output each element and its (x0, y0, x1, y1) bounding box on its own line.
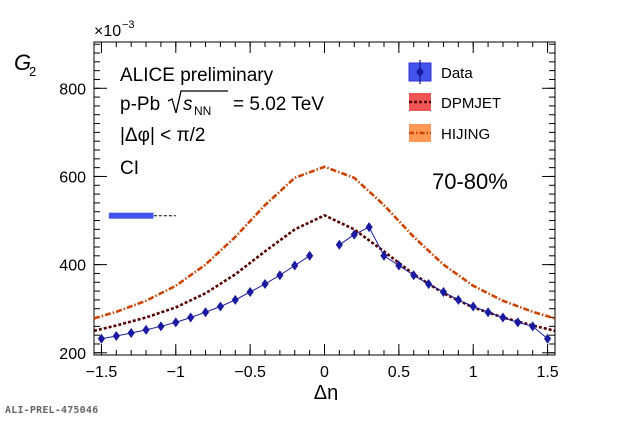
data-point (365, 222, 373, 233)
x-tick-label: 0.5 (388, 364, 410, 381)
data-point (484, 307, 492, 318)
legend-label-data: Data (441, 65, 473, 82)
data-point (187, 312, 195, 323)
plot-frame (93, 41, 556, 356)
data-point (276, 270, 284, 281)
data-point (127, 327, 135, 338)
data-point (306, 250, 314, 261)
data-point (350, 229, 358, 240)
x-tick-label: 1 (469, 364, 478, 381)
y-axis-label-subscript: 2 (29, 64, 36, 79)
data-point (514, 317, 522, 328)
data-point (499, 312, 507, 323)
sqrt-symbol (167, 90, 228, 114)
annotation-dphi: |Δφ| < π/2 (120, 125, 206, 146)
annotation-alice: ALICE preliminary (120, 65, 274, 86)
chart: G 2 ×10 −3 −1.5 −1 −0.5 0 0.5 1 1.5 200 400 600 80… (14, 19, 559, 400)
y-axis-label: G (14, 50, 31, 75)
y-tick-label: 400 (59, 258, 86, 275)
figure-id: ALI-PREL-475046 (5, 405, 99, 416)
data-point (97, 333, 106, 344)
x-tick-label: 0 (320, 364, 329, 381)
series-line-hijing (93, 165, 556, 320)
data-point (157, 321, 165, 332)
legend-item-hijing: HIJING (409, 124, 490, 143)
y-tick-label: 800 (59, 81, 86, 98)
syst-uncertainty-box (108, 212, 154, 219)
annotation-centrality: 70-80% (432, 169, 508, 194)
annotation-energy-prefix: p-Pb (120, 94, 160, 115)
data-point (469, 301, 477, 312)
data-point (172, 317, 180, 328)
y-exponent-power: −3 (122, 19, 135, 31)
x-axis-label: Δη (314, 382, 338, 400)
legend-item-dpmjet: DPMJET (409, 93, 501, 112)
data-point (216, 301, 225, 312)
x-tick-label: 1.5 (536, 364, 558, 381)
data-point (380, 250, 388, 261)
data-point (112, 331, 120, 342)
data-point (395, 260, 403, 271)
x-tick-label: −0.5 (234, 364, 266, 381)
data-point (142, 324, 150, 335)
data-point (439, 286, 448, 297)
data-point (246, 286, 254, 297)
data-point (231, 294, 239, 305)
legend-label-hijing: HIJING (441, 126, 490, 143)
data-point (335, 239, 343, 250)
data-point (543, 333, 552, 344)
x-tick-label: −1 (167, 364, 185, 381)
annotation-energy-sub: NN (194, 104, 211, 118)
series-line-data-left (101, 255, 310, 340)
y-exponent-base: ×10 (94, 23, 121, 40)
y-tick-label: 600 (59, 169, 86, 186)
annotation-energy: p-Pb s NN = 5.02 TeV (120, 90, 324, 118)
legend-label-dpmjet: DPMJET (441, 95, 501, 112)
annotation-energy-suffix: = 5.02 TeV (233, 94, 324, 115)
data-point (454, 294, 462, 305)
data-point (424, 279, 433, 290)
data-point (529, 321, 537, 332)
data-point (291, 260, 299, 271)
annotation-energy-s: s (183, 94, 193, 115)
legend-data-marker (416, 67, 424, 77)
data-point (201, 307, 210, 318)
y-tick-label: 200 (59, 346, 86, 363)
legend: Data DPMJET HIJING (408, 60, 501, 143)
x-tick-label: −1.5 (86, 364, 118, 381)
legend-item-data: Data (408, 60, 473, 84)
annotation-ci: CI (120, 158, 139, 179)
data-point (410, 270, 418, 281)
data-point (261, 279, 269, 290)
